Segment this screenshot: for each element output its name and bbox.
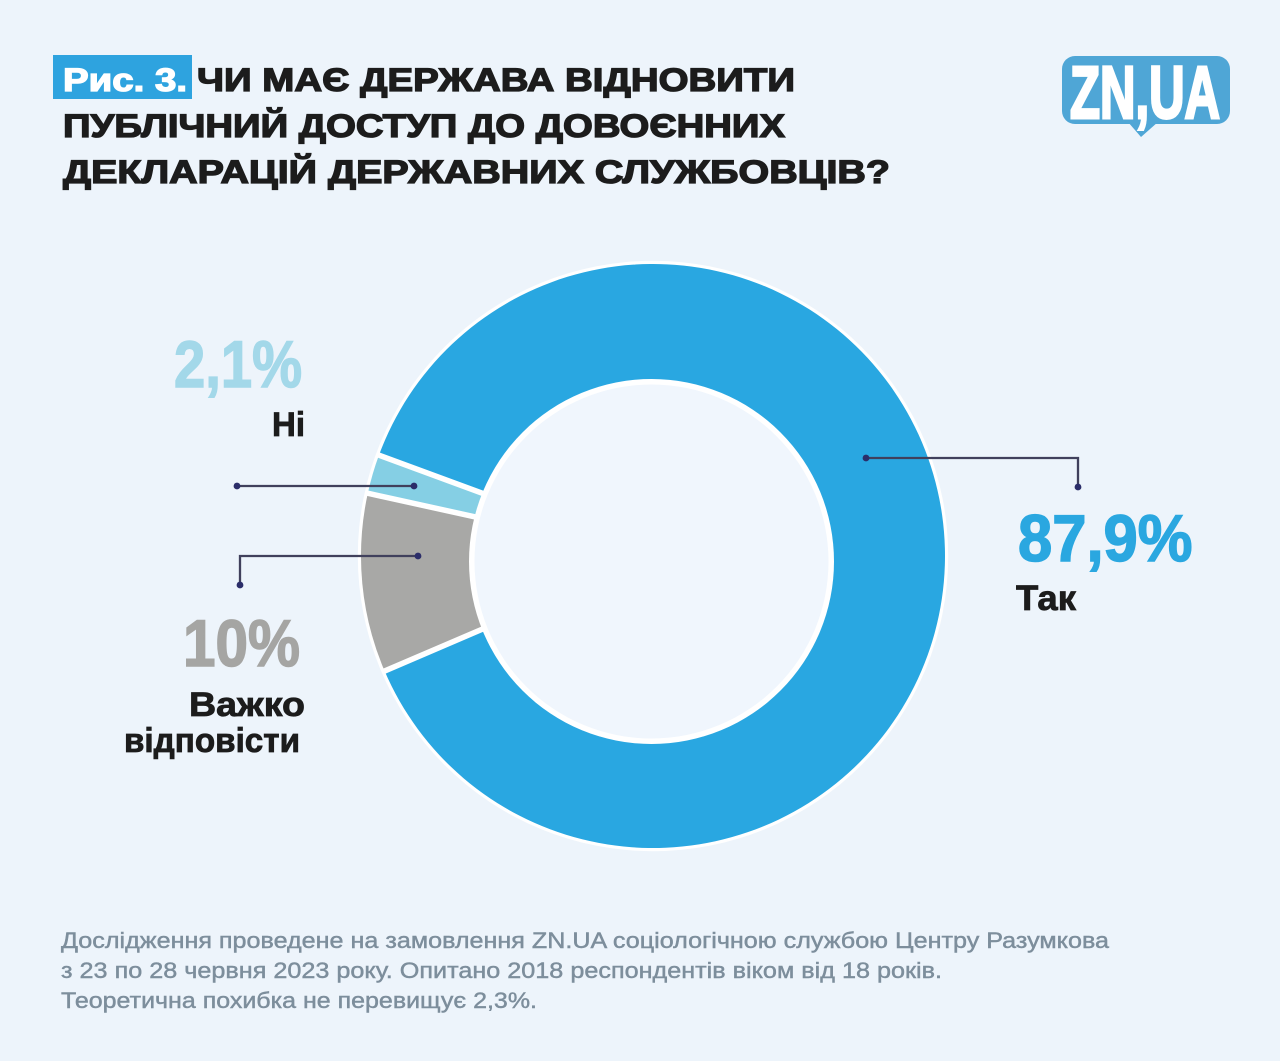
- svg-text:Теоретична похибка не перевищу: Теоретична похибка не перевищує 2,3%.: [61, 988, 537, 1013]
- svg-text:87,9%: 87,9%: [1018, 502, 1193, 575]
- svg-text:Дослідження проведене на замов: Дослідження проведене на замовлення ZN.U…: [61, 928, 1110, 953]
- svg-text:2,1%: 2,1%: [174, 328, 302, 401]
- svg-text:ZN,UA: ZN,UA: [1070, 51, 1220, 134]
- svg-text:Важко: Важко: [189, 686, 305, 724]
- svg-text:ПУБЛІЧНИЙ ДОСТУП ДО ДОВОЄННИХ: ПУБЛІЧНИЙ ДОСТУП ДО ДОВОЄННИХ: [63, 108, 786, 144]
- svg-text:ДЕКЛАРАЦІЙ ДЕРЖАВНИХ СЛУЖБОВЦІ: ДЕКЛАРАЦІЙ ДЕРЖАВНИХ СЛУЖБОВЦІВ?: [63, 154, 890, 190]
- svg-text:ЧИ МАЄ ДЕРЖАВА ВІДНОВИТИ: ЧИ МАЄ ДЕРЖАВА ВІДНОВИТИ: [197, 62, 795, 98]
- svg-text:відповісти: відповісти: [124, 722, 300, 760]
- svg-text:Так: Так: [1016, 578, 1076, 618]
- svg-text:Ні: Ні: [272, 406, 305, 444]
- svg-text:Рис. 3.: Рис. 3.: [63, 62, 187, 98]
- svg-text:з 23 по 28 червня 2023 року. О: з 23 по 28 червня 2023 року. Опитано 201…: [61, 958, 942, 983]
- svg-text:10%: 10%: [183, 607, 300, 680]
